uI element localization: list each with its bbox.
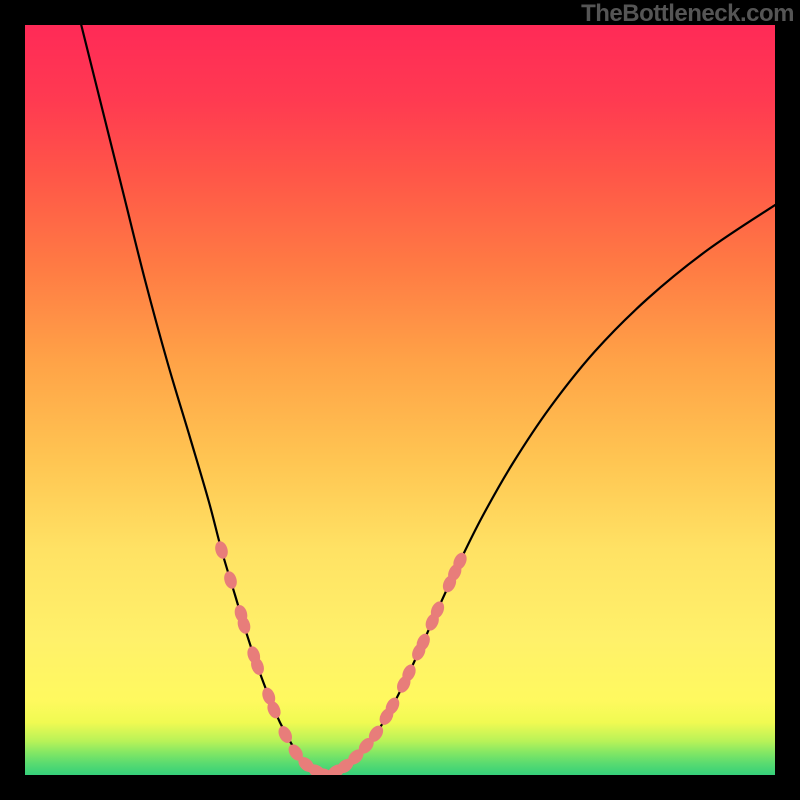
chart-svg bbox=[25, 25, 775, 775]
plot-area bbox=[25, 25, 775, 775]
gradient-background bbox=[25, 25, 775, 775]
watermark-text: TheBottleneck.com bbox=[581, 0, 794, 28]
chart-frame: TheBottleneck.com bbox=[0, 0, 800, 800]
